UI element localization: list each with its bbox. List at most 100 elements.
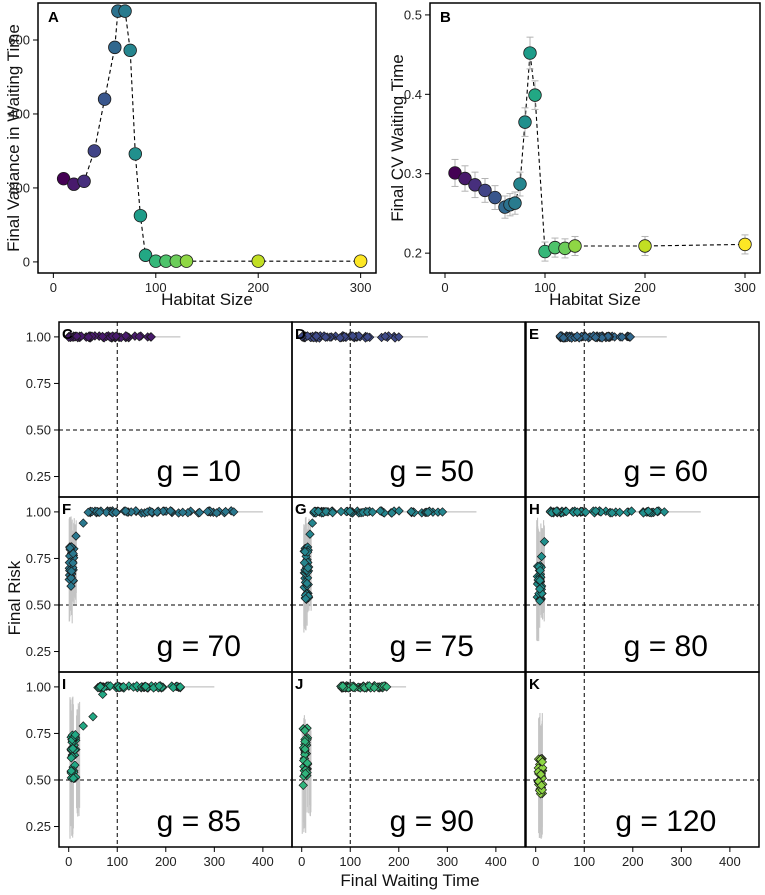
- facet-j-point: [300, 768, 311, 779]
- panel-a-ytick-label-2: 400: [8, 106, 30, 121]
- facet-f-point: [83, 507, 93, 518]
- panel-a-point: [108, 40, 122, 55]
- facet-c: Cg = 10 0.25 0.50 0.75 1.00: [26, 321, 293, 498]
- facet-i-point: [78, 721, 88, 731]
- facet-k: Kg = 120 0 100 200 300 400: [525, 671, 760, 869]
- facet-c-ytick-label: 0.50: [26, 422, 51, 437]
- panel-a-frame: [37, 2, 377, 274]
- facet-j-point: [348, 682, 359, 693]
- facet-f-label: F: [62, 501, 71, 518]
- facet-c-point: [97, 331, 108, 342]
- facet-d-point: [335, 333, 345, 343]
- facet-i-ytick-label: 0.50: [26, 772, 51, 787]
- facet-f-point: [78, 518, 88, 528]
- facet-f-point: [68, 558, 78, 568]
- panel-a-ytick-label-0: 0: [23, 254, 30, 269]
- facet-e-point: [597, 333, 607, 343]
- facet-i-ytick-label: 0.75: [26, 726, 51, 741]
- facet-c-ytick-label: 1.00: [26, 329, 51, 344]
- facet-d-plot-area: [292, 322, 525, 497]
- facet-i-point: [168, 682, 178, 693]
- panel-a-point: [138, 248, 153, 262]
- panel-b-ytick-label-0: 0.2: [404, 246, 422, 261]
- facet-ylabel: Final Risk: [5, 560, 24, 635]
- facet-g-plot-area: [292, 497, 525, 672]
- facet-e: Eg = 60: [525, 321, 760, 498]
- facet-k-xtick-label: 100: [573, 854, 595, 869]
- facet-d-label: D: [295, 326, 306, 343]
- facet-f-point: [111, 507, 121, 518]
- facet-i-ytick-label: 0.25: [26, 819, 51, 834]
- panel-b-marks: [448, 36, 752, 262]
- panel-a-point: [123, 43, 137, 58]
- panel-a-ticks: 0 100 200 300 0 200 400 600: [8, 32, 371, 295]
- facet-f-point: [66, 566, 77, 576]
- facet-f-point: [178, 507, 188, 518]
- facet-h-point: [534, 584, 545, 594]
- facet-k-frame: [525, 671, 760, 848]
- facet-grid: Final Waiting Time Final Risk Cg = 10 0.2…: [5, 321, 760, 890]
- facet-i-xtick-label: 300: [203, 854, 225, 869]
- facet-f-point: [158, 506, 168, 516]
- panel-a-point: [133, 208, 148, 223]
- facet-i: Ig = 85 0.25 0.50 0.75 1.00 0 100 200 300 400: [26, 671, 293, 869]
- panel-b-point: [568, 239, 582, 253]
- facet-f-g-value: g = 70: [157, 630, 241, 663]
- facet-k-g-value: g = 120: [615, 805, 716, 838]
- facet-j-point: [302, 758, 313, 768]
- facet-i-ytick-label: 1.00: [26, 679, 51, 694]
- panel-a-ytick-label-1: 200: [8, 180, 30, 195]
- facet-f-point: [194, 507, 205, 518]
- facet-g-point: [367, 507, 378, 517]
- facet-d-point: [394, 332, 404, 342]
- facet-f-point: [229, 507, 239, 517]
- facet-i-point: [118, 682, 129, 692]
- facet-g: Gg = 75: [291, 496, 526, 673]
- facet-j-frame: [291, 671, 526, 848]
- facet-e-point: [580, 332, 591, 342]
- facet-g-point: [345, 506, 355, 517]
- facet-f-point: [220, 506, 231, 517]
- panel-a: A Habitat Size Final Variance in Waiting…: [4, 2, 377, 309]
- facet-c-point: [83, 332, 94, 342]
- facet-i-label: I: [62, 676, 66, 693]
- panel-a-xtick-label-200: 200: [247, 280, 269, 295]
- facet-c-point: [134, 331, 144, 342]
- panel-a-point: [87, 144, 102, 158]
- facet-f-plot-area: [59, 497, 292, 672]
- facet-i-xtick-label: 100: [106, 854, 128, 869]
- facet-g-point: [300, 594, 311, 604]
- panel-a-point: [97, 92, 112, 106]
- facet-g-point: [305, 529, 315, 539]
- facet-f-point: [101, 507, 111, 518]
- facet-e-point: [558, 333, 569, 343]
- panel-a-point: [353, 254, 368, 268]
- facet-j-point: [364, 681, 374, 691]
- facet-g-point: [300, 546, 310, 557]
- facet-j-point: [338, 681, 348, 691]
- facet-i-xtick-label: 400: [252, 854, 274, 869]
- facet-j-point: [300, 725, 310, 736]
- facet-j-point: [369, 683, 379, 693]
- panel-a-marks: [56, 4, 368, 268]
- panel-a-point: [118, 4, 132, 18]
- facet-j-xtick-label: 100: [339, 854, 361, 869]
- panel-b-point: [518, 115, 532, 129]
- facet-i-point: [105, 681, 116, 691]
- facet-i-point: [68, 743, 78, 754]
- facet-d-point: [380, 331, 390, 342]
- facet-k-xtick-label: 0: [532, 854, 539, 869]
- facet-i-point: [68, 773, 79, 783]
- facet-g-point: [394, 506, 404, 516]
- panel-b: B Habitat Size Final CV Waiting Time 0 10…: [388, 2, 761, 309]
- facet-k-point: [536, 780, 547, 791]
- panel-a-xlabel: Habitat Size: [161, 290, 253, 309]
- facet-g-label: G: [295, 501, 307, 518]
- facet-j-point: [300, 744, 310, 754]
- facet-f-point: [65, 543, 75, 553]
- facet-h-point: [580, 507, 591, 517]
- facet-e-point: [625, 332, 636, 342]
- facet-h-point: [659, 507, 670, 517]
- facet-i-point: [95, 681, 105, 692]
